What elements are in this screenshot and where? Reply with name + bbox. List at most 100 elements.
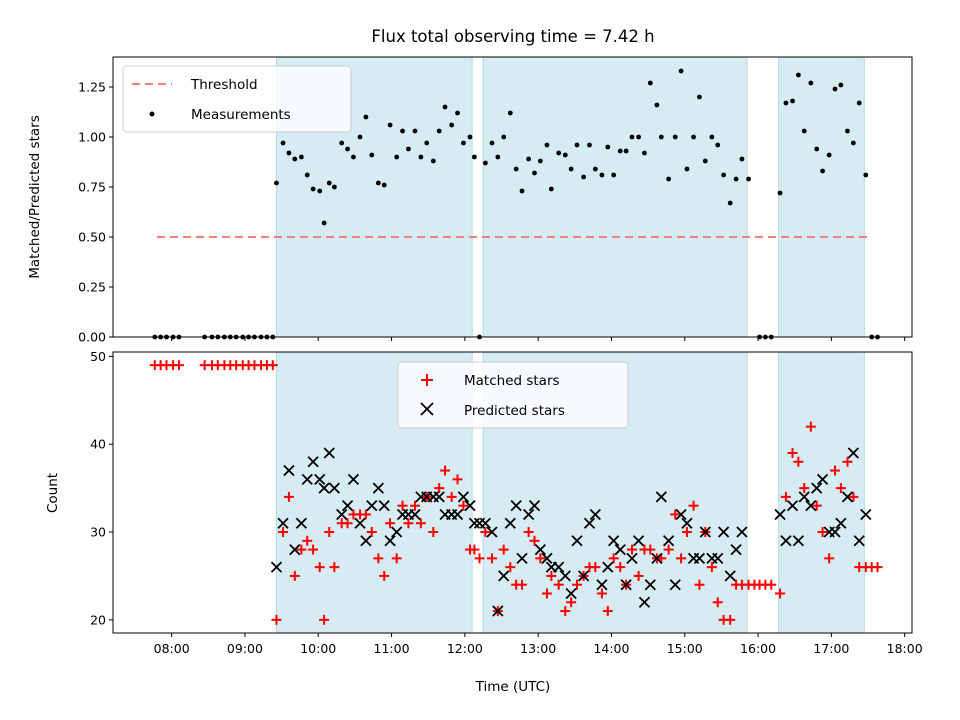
measurement-point [537,158,543,164]
measurement-point [424,140,430,146]
legend-matched-swatch [421,374,433,386]
predicted-star-marker [786,500,799,512]
predicted-star-marker [602,561,614,573]
x-tick-label: 15:00 [667,641,703,656]
measurement-point [321,220,327,226]
measurement-point [501,134,507,140]
top-y-tick-label: 0.25 [78,280,106,295]
predicted-star-marker [774,508,786,521]
predicted-star-marker [655,491,667,503]
measurement-point [629,134,635,140]
measurement-point [715,142,721,148]
matched-star-marker [787,447,798,458]
top-axes-frame [112,56,913,338]
predicted-star-marker [620,579,632,591]
predicted-star-marker [451,508,464,521]
predicted-star-marker [295,517,308,529]
matched-star-marker [811,500,822,511]
matched-star-marker [706,562,717,573]
measurement-point [654,102,660,108]
bottom-y-tick-label: 20 [90,612,106,627]
predicted-star-marker [559,570,571,582]
measurement-point [394,154,400,160]
matched-star-marker [872,562,883,573]
x-tick-label: 14:00 [593,641,629,656]
measurement-point [801,128,807,134]
predicted-star-marker [283,464,295,477]
predicted-star-marker [479,517,492,529]
top-y-ticks: 0.00 0.25 0.50 0.75 1.00 1.25 [78,80,113,345]
measurement-point [467,134,473,140]
matched-star-marker [498,544,509,555]
measurement-point [471,154,477,160]
predicted-star-marker [360,535,372,547]
predicted-star-marker [681,517,693,529]
measurement-point [727,200,733,206]
bottom-axes-frame [112,351,913,634]
matched-star-marker [523,527,534,538]
matched-star-marker [817,527,828,538]
matched-star-marker [385,518,396,529]
matched-star-marker [566,597,577,608]
measurement-point [850,140,856,146]
chart-title: Flux total observing time = 7.42 h [371,27,654,46]
predicted-star-marker [712,552,724,564]
matched-star-marker [681,527,692,538]
matched-star-marker [480,527,491,538]
predicted-star-marker [457,491,470,503]
matched-star-marker [824,553,835,564]
predicted-star-marker [553,561,565,573]
matched-star-marker [434,483,445,494]
legend-measurements-swatch [149,111,155,117]
matched-star-marker [373,553,384,564]
measurement-point [702,158,708,164]
predicted-star-marker [565,587,577,600]
predicted-star-marker [270,561,283,573]
measurement-point [666,176,672,182]
matched-star-marker [835,483,846,494]
predicted-star-marker [632,535,645,547]
matched-star-marker [670,509,681,520]
predicted-star-marker [409,508,421,521]
top-y-tick-label: 0.00 [78,330,106,345]
predicted-star-marker [853,535,865,547]
measurement-point [863,172,869,178]
matched-star-marker [590,562,601,573]
measurement-point [574,142,580,148]
x-tick-label: 18:00 [887,641,923,656]
matched-star-marker [319,614,330,625]
bottom-legend-box [397,361,629,429]
measurement-point [611,172,617,178]
measurement-points [152,68,880,340]
measurement-point [544,142,550,148]
measurement-point [568,166,574,172]
measurement-point [709,134,715,140]
legend-measurements-label: Measurements [191,107,291,123]
matched-star-marker [397,500,408,511]
matched-star-marker [688,500,699,511]
x-tick-label: 12:00 [447,641,483,656]
matched-star-marker [458,500,469,511]
measurement-point [274,180,279,186]
matched-star-marker [308,544,319,555]
predicted-star-marker [307,456,319,468]
predicted-stars-points [270,447,872,617]
measurement-point [286,150,292,156]
legend-predicted-swatch [420,402,434,416]
bottom-legend: Matched stars Predicted stars [397,361,629,429]
measurement-point [672,134,678,140]
predicted-star-marker [486,526,498,538]
predicted-star-marker [589,508,601,521]
predicted-star-marker [314,473,326,485]
measurement-point [406,146,411,152]
predicted-star-marker [571,535,583,547]
predicted-star-marker [277,517,289,529]
measurement-point [532,170,537,176]
predicted-star-marker [717,526,730,538]
measurement-point [513,166,519,172]
matched-star-marker [379,570,390,581]
matched-star-marker [324,527,335,538]
measurement-point [455,110,460,116]
measurement-point [526,156,532,162]
legend-predicted-label: Predicted stars [464,403,565,419]
